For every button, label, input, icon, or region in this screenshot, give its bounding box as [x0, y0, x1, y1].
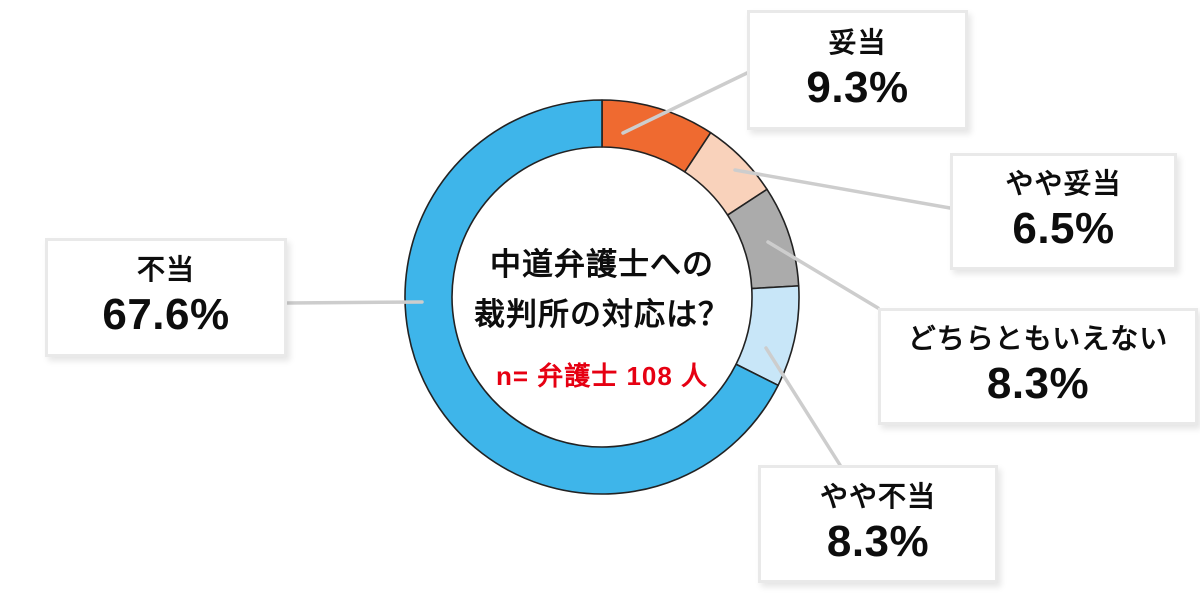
leader-line-somewhat-unfair	[764, 346, 842, 467]
callout-label: 妥当	[828, 26, 887, 58]
chart-center: 中道弁護士への 裁判所の対応は？ n= 弁護士 108 人	[402, 240, 802, 393]
chart-title-line2: 裁判所の対応は？	[474, 297, 730, 332]
leader-line-somewhat-appropriate	[733, 168, 952, 210]
callout-box-somewhat-unfair: やや不当 8.3%	[758, 465, 998, 583]
callout-value: 67.6%	[102, 290, 230, 340]
callout-box-neither: どちらともいえない 8.3%	[878, 308, 1198, 425]
callout-label: 不当	[136, 254, 195, 286]
donut-segments	[404, 99, 800, 495]
leader-line-neither	[766, 240, 880, 310]
leader-lines	[285, 71, 952, 467]
leader-line-unfair	[285, 300, 424, 305]
chart-title: 中道弁護士への 裁判所の対応は？	[402, 240, 802, 340]
callout-value: 8.3%	[986, 359, 1090, 409]
sample-size-note: n= 弁護士 108 人	[495, 361, 709, 391]
callout-value: 6.5%	[1012, 204, 1115, 254]
leader-line-appropriate	[621, 71, 749, 135]
callout-box-unfair: 不当 67.6%	[45, 238, 287, 357]
callout-label: やや妥当	[1005, 168, 1122, 200]
callout-label: どちらともいえない	[907, 323, 1169, 355]
callout-box-appropriate: 妥当 9.3%	[747, 10, 968, 130]
callout-box-somewhat-appropriate: やや妥当 6.5%	[950, 153, 1177, 270]
callout-label: やや不当	[819, 480, 936, 512]
donut-segment-4	[404, 99, 779, 495]
chart-title-line1: 中道弁護士への	[490, 247, 714, 282]
callout-value: 8.3%	[826, 516, 930, 566]
callout-value: 9.3%	[806, 62, 909, 112]
